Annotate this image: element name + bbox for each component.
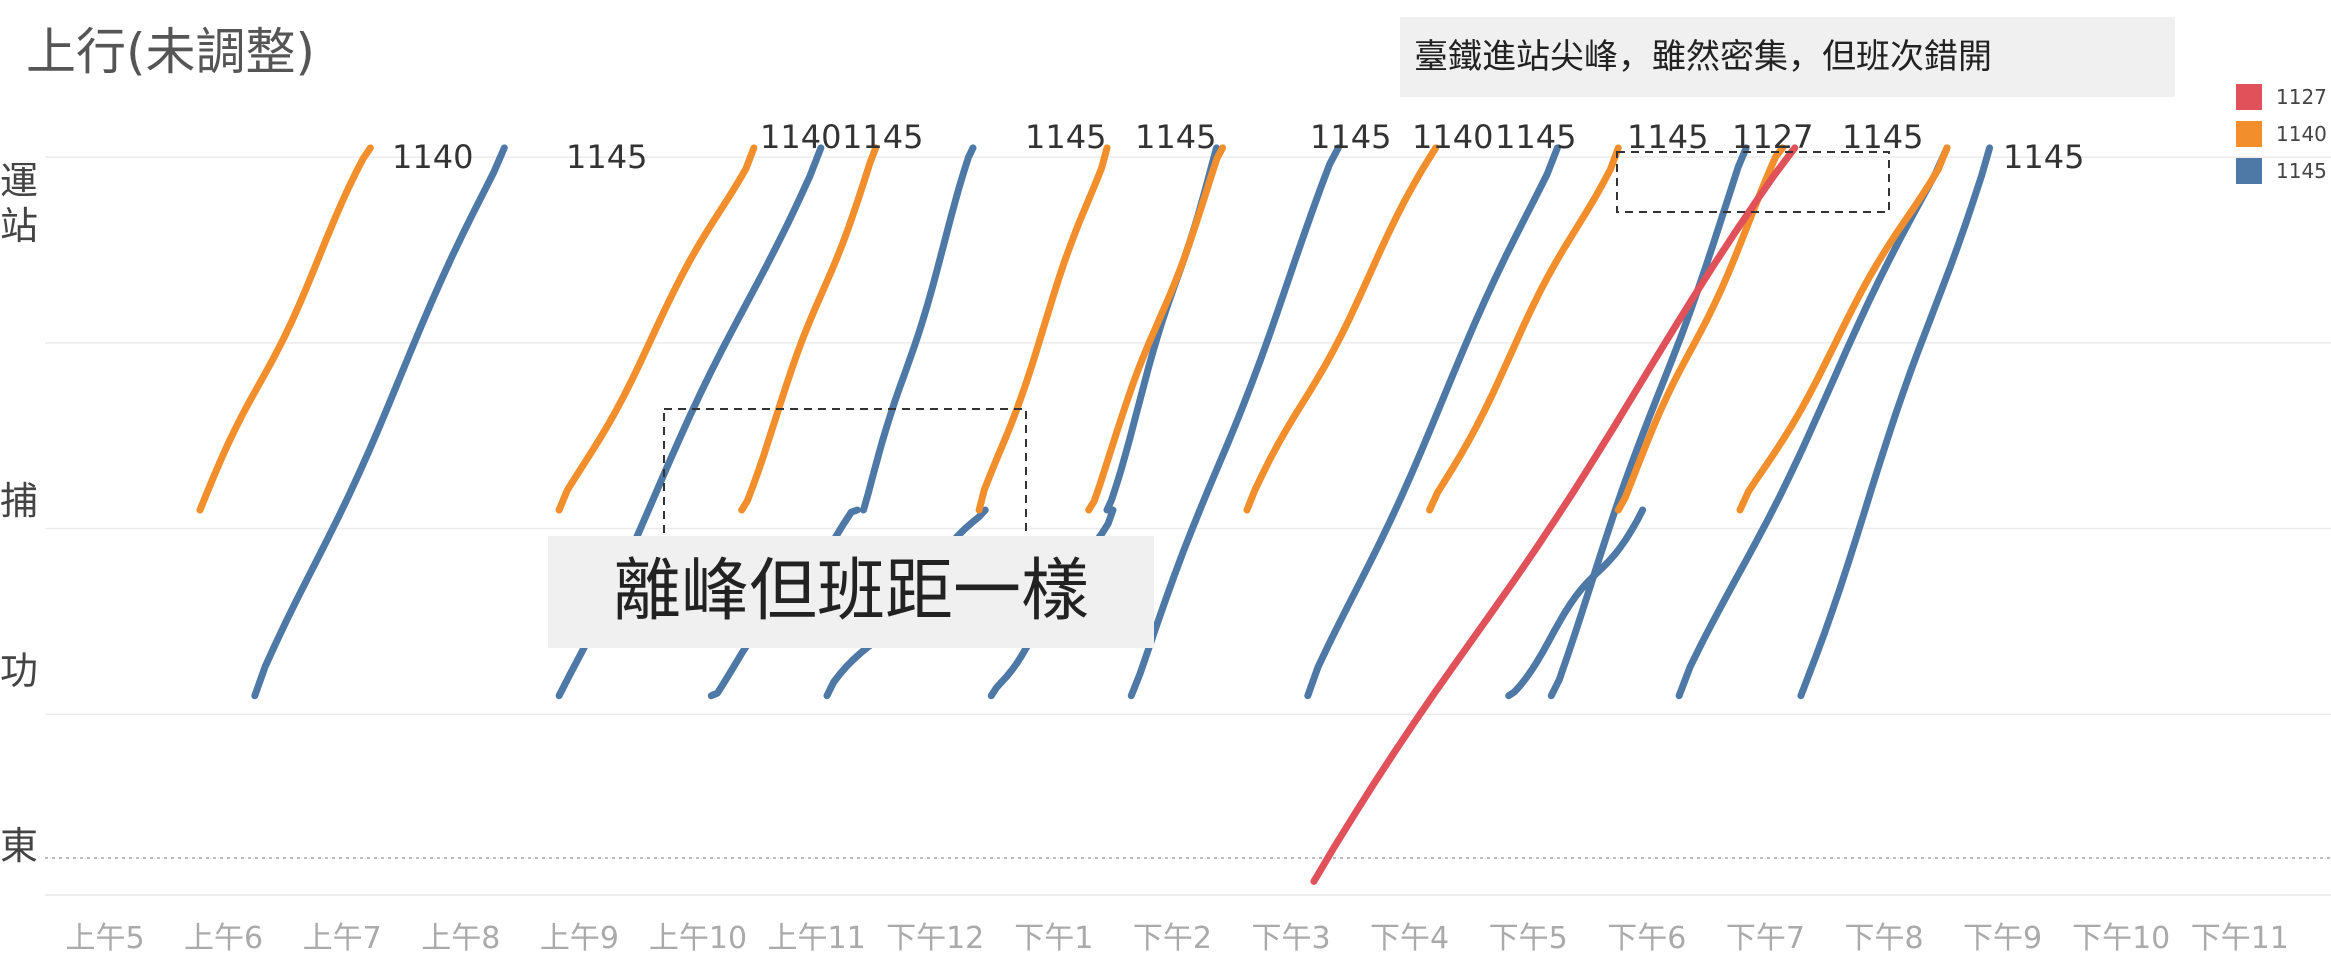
- x-tick-label: 下午11: [2191, 921, 2289, 956]
- train-line-1140: [1085, 144, 1227, 514]
- route-label: 1145: [1310, 118, 1391, 156]
- x-tick-label: 下午4: [1370, 921, 1449, 956]
- train-line-1140: [1243, 144, 1440, 514]
- x-tick-label: 上午5: [65, 921, 144, 956]
- x-tick-label: 上午8: [421, 921, 500, 956]
- route-label: 1140: [760, 118, 841, 156]
- y-label-2: 捕: [0, 479, 39, 523]
- y-label-3: 功: [0, 649, 39, 693]
- x-tick-label: 下午9: [1963, 921, 2042, 956]
- peak-annotation: 臺鐵進站尖峰，雖然密集，但班次錯開: [1400, 17, 2175, 97]
- legend-swatch: [2236, 121, 2262, 147]
- train-line-1145: [1797, 144, 1994, 700]
- chart-title: 上行(未調整): [26, 23, 316, 81]
- train-line-1127: [1310, 144, 1799, 885]
- route-label: 1140: [1412, 118, 1493, 156]
- train-line-1145: [251, 144, 508, 700]
- route-label: 1145: [1495, 118, 1576, 156]
- train-line-1140: [555, 144, 758, 514]
- train-line-1140: [1736, 144, 1951, 514]
- train-line-1145: [1675, 144, 1951, 700]
- x-tick-label: 下午2: [1133, 921, 1212, 956]
- x-tick-label: 上午6: [184, 921, 263, 956]
- route-label: 1145: [566, 138, 647, 176]
- train-line-1145: [1304, 144, 1561, 700]
- y-label-1: 站: [0, 204, 39, 248]
- train-line-1140: [1426, 144, 1622, 514]
- train-line-1140: [975, 144, 1111, 514]
- route-label: 1145: [1025, 118, 1106, 156]
- x-tick-label: 下午8: [1844, 921, 1923, 956]
- offpeak-annotation: 離峰但班距一樣: [548, 536, 1154, 648]
- x-tick-label: 下午1: [1014, 921, 1093, 956]
- x-tick-label: 下午6: [1607, 921, 1686, 956]
- x-tick-label: 下午10: [2072, 921, 2170, 956]
- x-tick-label: 下午5: [1489, 921, 1568, 956]
- train-line-1140: [738, 144, 880, 514]
- route-label: 1145: [1627, 118, 1708, 156]
- y-label-0: 運: [0, 159, 39, 203]
- legend-label: 1127: [2276, 85, 2327, 109]
- legend-label: 1145: [2276, 159, 2327, 183]
- route-label: 1145: [1842, 118, 1923, 156]
- x-tick-label: 下午3: [1251, 921, 1330, 956]
- route-label: 1145: [842, 118, 923, 156]
- train-line-1145: [1547, 144, 1750, 700]
- train-line-1145: [1505, 506, 1647, 700]
- legend-swatch: [2236, 84, 2262, 110]
- x-tick-label: 下午12: [886, 921, 984, 956]
- train-line-1140: [196, 144, 374, 514]
- x-tick-label: 上午7: [303, 921, 382, 956]
- train-line-1145: [1127, 144, 1342, 700]
- legend-label: 1140: [2276, 122, 2327, 146]
- route-label: 1127: [1732, 118, 1813, 156]
- legend-swatch: [2236, 158, 2262, 184]
- peak-highlight-box: [1616, 151, 1890, 213]
- route-label: 1145: [2003, 138, 2084, 176]
- route-label: 1145: [1135, 118, 1216, 156]
- x-tick-label: 下午7: [1726, 921, 1805, 956]
- route-label: 1140: [392, 138, 473, 176]
- x-tick-label: 上午11: [768, 921, 866, 956]
- x-tick-label: 上午9: [540, 921, 619, 956]
- x-tick-label: 上午10: [649, 921, 747, 956]
- train-line-1145: [860, 144, 977, 514]
- y-label-4: 東: [0, 824, 39, 868]
